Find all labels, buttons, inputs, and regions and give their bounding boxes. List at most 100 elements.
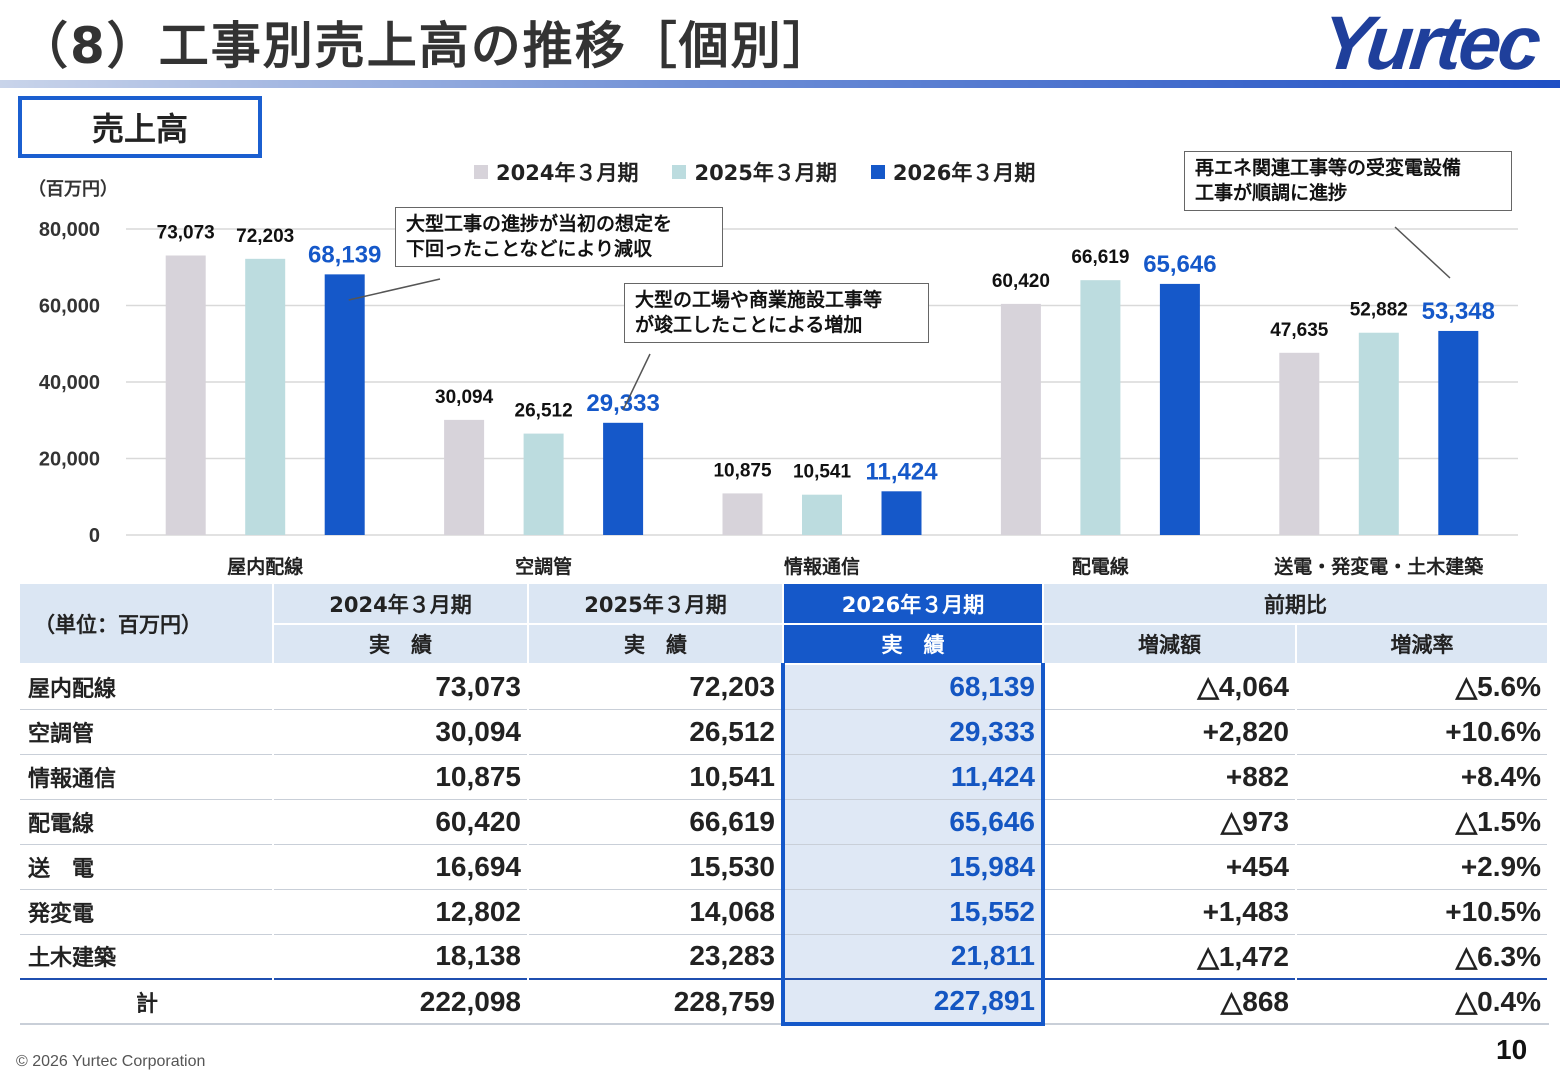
row-label: 情報通信 [20, 754, 274, 800]
cell-diff: +2,820 [1043, 709, 1297, 755]
legend-item-2026: 2026年３月期 [870, 157, 1035, 187]
header-2024: 2024年３月期 [273, 584, 529, 625]
cell-2024: 10,875 [273, 754, 529, 800]
table-unit-header: （単位：百万円） [20, 584, 274, 665]
bar [444, 419, 485, 535]
bar [1279, 352, 1320, 535]
y-tick-label: 0 [89, 525, 100, 547]
callout-line: 再エネ関連工事等の受変電設備 [1195, 157, 1462, 179]
x-tick-label: 情報通信 [784, 555, 860, 578]
cell-rate: +10.6% [1296, 709, 1549, 755]
cell-rate: +8.4% [1296, 754, 1549, 800]
cell-2026: 68,139 [781, 664, 1045, 710]
bar [722, 493, 763, 535]
row-label: 発変電 [20, 889, 274, 935]
bar [165, 255, 206, 535]
table-row: 発変電 12,802 14,068 15,552 +1,483 +10.5% [20, 889, 1549, 935]
cell-diff: +1,483 [1043, 889, 1297, 935]
chart-unit-label: （百万円） [28, 179, 118, 200]
data-label: 11,424 [865, 458, 938, 485]
cell-2024: 16,694 [273, 844, 529, 890]
callout-air-conditioning: 大型の工場や商業施設工事等 が竣工したことによる増加 [624, 283, 929, 343]
copyright: © 2026 Yurtec Corporation [16, 1053, 206, 1070]
cell-2025: 14,068 [528, 889, 784, 935]
cell-2026: 227,891 [781, 978, 1045, 1026]
row-label: 屋内配線 [20, 664, 274, 710]
cell-2024: 30,094 [273, 709, 529, 755]
data-label: 26,512 [515, 401, 573, 422]
data-label: 47,635 [1270, 320, 1329, 341]
bar [881, 491, 922, 535]
cell-2024: 222,098 [273, 978, 529, 1025]
cell-2026: 21,811 [781, 934, 1045, 980]
cell-diff: +454 [1043, 844, 1297, 890]
sales-table: （単位：百万円） 2024年３月期 2025年３月期 2026年３月期 前期比 … [20, 584, 1549, 1026]
x-tick-label: 屋内配線 [227, 555, 303, 578]
y-tick-label: 20,000 [39, 449, 100, 471]
callout-indoor-wiring: 大型工事の進捗が当初の想定を 下回ったことなどにより減収 [395, 207, 723, 267]
data-label: 10,541 [793, 462, 852, 483]
y-tick-label: 40,000 [39, 372, 100, 394]
cell-rate: △5.6% [1296, 664, 1549, 710]
legend-label-2025: 2025年３月期 [694, 161, 837, 185]
cell-2025: 26,512 [528, 709, 784, 755]
bar [603, 422, 644, 535]
cell-rate: △1.5% [1296, 799, 1549, 845]
subheader-rate: 増減率 [1296, 624, 1549, 665]
cell-diff: △973 [1043, 799, 1297, 845]
table-row: 送 電 16,694 15,530 15,984 +454 +2.9% [20, 844, 1549, 890]
title-divider [0, 80, 1560, 88]
cell-2024: 73,073 [273, 664, 529, 710]
callout-transmission: 再エネ関連工事等の受変電設備 工事が順調に進捗 [1184, 151, 1512, 211]
bar [1080, 280, 1121, 535]
callout-line: が竣工したことによる増加 [635, 314, 863, 336]
data-label: 29,333 [586, 390, 659, 417]
cell-diff: △1,472 [1043, 934, 1297, 980]
callout-connector [348, 278, 441, 301]
legend-item-2024: 2024年３月期 [474, 157, 638, 187]
data-label: 30,094 [435, 387, 494, 408]
callout-line: 大型工事の進捗が当初の想定を [406, 213, 673, 235]
cell-rate: △6.3% [1296, 934, 1549, 980]
legend-item-2025: 2025年３月期 [672, 157, 837, 187]
table-total-row: 計 222,098 228,759 227,891 △868 △0.4% [20, 978, 1549, 1026]
callout-line: 下回ったことなどにより減収 [406, 238, 653, 260]
callout-connector [1394, 226, 1451, 279]
bar [1438, 330, 1479, 535]
cell-2025: 23,283 [528, 934, 784, 980]
callout-connector [622, 353, 651, 411]
row-label: 送 電 [20, 844, 274, 890]
cell-2026: 65,646 [781, 799, 1045, 845]
legend-swatch-2024 [474, 165, 488, 179]
bar [1358, 332, 1399, 535]
x-tick-label: 送電・発変電・土木建築 [1274, 555, 1484, 578]
cell-2024: 60,420 [273, 799, 529, 845]
bar [523, 433, 564, 535]
cell-2024: 18,138 [273, 934, 529, 980]
cell-2026: 15,552 [781, 889, 1045, 935]
cell-diff: △868 [1043, 978, 1297, 1025]
data-label: 72,203 [236, 226, 294, 247]
data-label: 65,646 [1143, 251, 1216, 278]
bar [802, 494, 842, 535]
cell-diff: △4,064 [1043, 664, 1297, 710]
callout-line: 工事が順調に進捗 [1195, 182, 1348, 204]
section-label: 売上高 [18, 96, 262, 158]
legend-swatch-2026 [870, 165, 885, 179]
cell-diff: +882 [1043, 754, 1297, 800]
table-row: 情報通信 10,875 10,541 11,424 +882 +8.4% [20, 754, 1549, 800]
data-label: 73,073 [157, 222, 215, 243]
cell-2026: 15,984 [781, 844, 1045, 890]
subheader-actual-2026: 実 績 [783, 624, 1044, 665]
legend-label-2024: 2024年３月期 [496, 161, 639, 185]
table-row: 配電線 60,420 66,619 65,646 △973 △1.5% [20, 799, 1549, 845]
subheader-actual-2025: 実 績 [528, 624, 784, 665]
header-2026: 2026年３月期 [783, 584, 1044, 625]
cell-2025: 15,530 [528, 844, 784, 890]
data-label: 68,139 [308, 241, 381, 268]
legend-swatch-2025 [672, 165, 687, 179]
data-label: 60,420 [992, 271, 1050, 292]
row-label: 配電線 [20, 799, 274, 845]
bar [245, 258, 286, 535]
page-number: 10 [1496, 1034, 1528, 1065]
